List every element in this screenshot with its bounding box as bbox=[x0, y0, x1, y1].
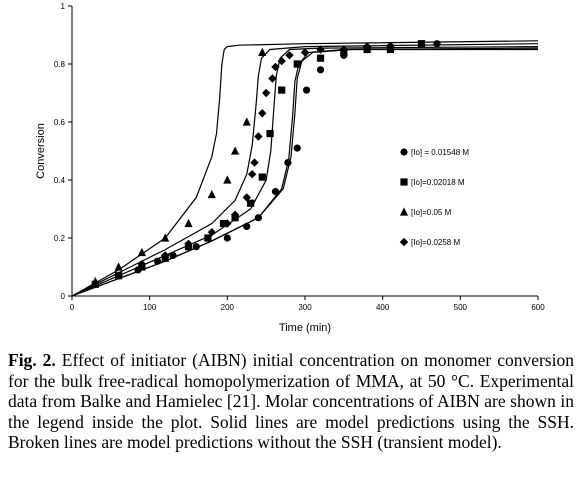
data-point-triangle bbox=[223, 175, 232, 184]
data-point-square bbox=[278, 86, 286, 94]
caption-text: Effect of initiator (AIBN) initial conce… bbox=[8, 350, 574, 452]
data-point-diamond bbox=[250, 158, 259, 167]
legend-marker-triangle bbox=[399, 207, 409, 216]
data-point-circle bbox=[284, 159, 292, 167]
data-point-diamond bbox=[137, 259, 147, 269]
plot-area: 0 100 200 300 400 500 600 0 0.2 0.4 0.6 0.8 1 Time (m… bbox=[35, 2, 545, 334]
y-tick-label: 0.2 bbox=[54, 234, 66, 243]
data-point-diamond bbox=[254, 132, 263, 141]
data-point-circle bbox=[302, 86, 311, 94]
data-point-diamond bbox=[230, 210, 240, 219]
data-point-square bbox=[266, 130, 274, 138]
data-point-circle bbox=[192, 243, 200, 251]
model-curve bbox=[71, 48, 538, 297]
y-tick-label: 1 bbox=[61, 2, 66, 11]
data-point-triangle bbox=[207, 189, 216, 199]
data-point-diamond bbox=[242, 193, 251, 202]
data-point-square bbox=[316, 54, 325, 62]
data-point-diamond bbox=[258, 109, 267, 118]
x-tick-label: 100 bbox=[143, 303, 157, 312]
data-point-diamond bbox=[114, 271, 123, 280]
data-point-triangle bbox=[137, 247, 146, 257]
data-point-diamond bbox=[285, 51, 294, 60]
data-point-diamond bbox=[316, 45, 325, 54]
model-curve bbox=[71, 43, 539, 297]
data-point-diamond bbox=[300, 48, 310, 57]
data-point-triangle bbox=[184, 218, 193, 228]
legend-label: [Io]=0.02018 M bbox=[411, 178, 465, 187]
data-point-triangle bbox=[161, 233, 170, 242]
x-tick-label: 200 bbox=[221, 303, 235, 312]
x-tick-label: 500 bbox=[454, 303, 468, 312]
y-tick-label: 0.4 bbox=[54, 176, 66, 185]
data-point-diamond bbox=[268, 74, 277, 83]
data-point-triangle bbox=[258, 47, 267, 56]
data-point-circle bbox=[243, 222, 251, 230]
data-point-square bbox=[293, 60, 301, 68]
data-point-circle bbox=[254, 214, 262, 222]
data-point-triangle bbox=[114, 262, 123, 271]
data-point-square bbox=[417, 40, 426, 48]
data-point-diamond bbox=[277, 56, 286, 66]
data-point-triangle bbox=[231, 146, 240, 155]
model-curve bbox=[71, 40, 539, 297]
data-point-circle bbox=[153, 257, 162, 265]
legend-label: [Io]=0.05 M bbox=[411, 208, 452, 217]
conversion-chart: 0 100 200 300 400 500 600 0 0.2 0.4 0.6 0.8 1 Time (m… bbox=[35, 2, 545, 334]
x-tick-label: 600 bbox=[531, 303, 545, 312]
legend-marker-diamond bbox=[399, 237, 409, 247]
data-point-diamond bbox=[339, 45, 349, 54]
data-point-square bbox=[258, 173, 266, 181]
x-tick-label: 0 bbox=[70, 303, 75, 312]
model-curve bbox=[71, 46, 539, 297]
data-point-diamond bbox=[161, 251, 170, 260]
legend-label: [Io]=0.0258 M bbox=[411, 238, 460, 247]
data-point-diamond bbox=[261, 88, 271, 98]
legend-marker-square bbox=[400, 178, 408, 186]
data-point-diamond bbox=[247, 170, 257, 179]
data-point-square bbox=[204, 234, 212, 242]
y-tick-label: 0.6 bbox=[54, 118, 66, 127]
data-point-circle bbox=[433, 40, 441, 48]
data-point-diamond bbox=[184, 239, 193, 248]
data-point-triangle bbox=[91, 276, 100, 286]
y-tick-label: 0 bbox=[61, 292, 66, 301]
data-point-circle bbox=[316, 66, 325, 74]
data-point-circle bbox=[223, 234, 231, 242]
legend-marker-circle bbox=[400, 148, 408, 156]
data-point-circle bbox=[271, 188, 280, 196]
data-point-circle bbox=[169, 251, 177, 259]
data-point-circle bbox=[293, 144, 301, 152]
y-axis-title: Conversion bbox=[35, 123, 47, 179]
legend-label: [Io] = 0.01548 M bbox=[411, 148, 469, 157]
x-axis-title: Time (min) bbox=[279, 322, 331, 334]
data-point-square bbox=[386, 45, 395, 54]
data-point-diamond bbox=[271, 62, 280, 72]
data-point-diamond bbox=[223, 219, 232, 228]
figure-caption: Fig. 2. Effect of initiator (AIBN) initi… bbox=[8, 350, 574, 453]
data-point-diamond bbox=[362, 42, 372, 51]
data-point-square bbox=[247, 199, 255, 207]
caption-label: Fig. 2. bbox=[8, 350, 56, 370]
data-point-triangle bbox=[242, 117, 251, 126]
model-curve bbox=[71, 47, 539, 297]
x-tick-label: 300 bbox=[298, 303, 312, 312]
data-point-diamond bbox=[207, 228, 216, 237]
x-tick-label: 400 bbox=[376, 303, 390, 312]
y-tick-label: 0.8 bbox=[54, 60, 66, 69]
